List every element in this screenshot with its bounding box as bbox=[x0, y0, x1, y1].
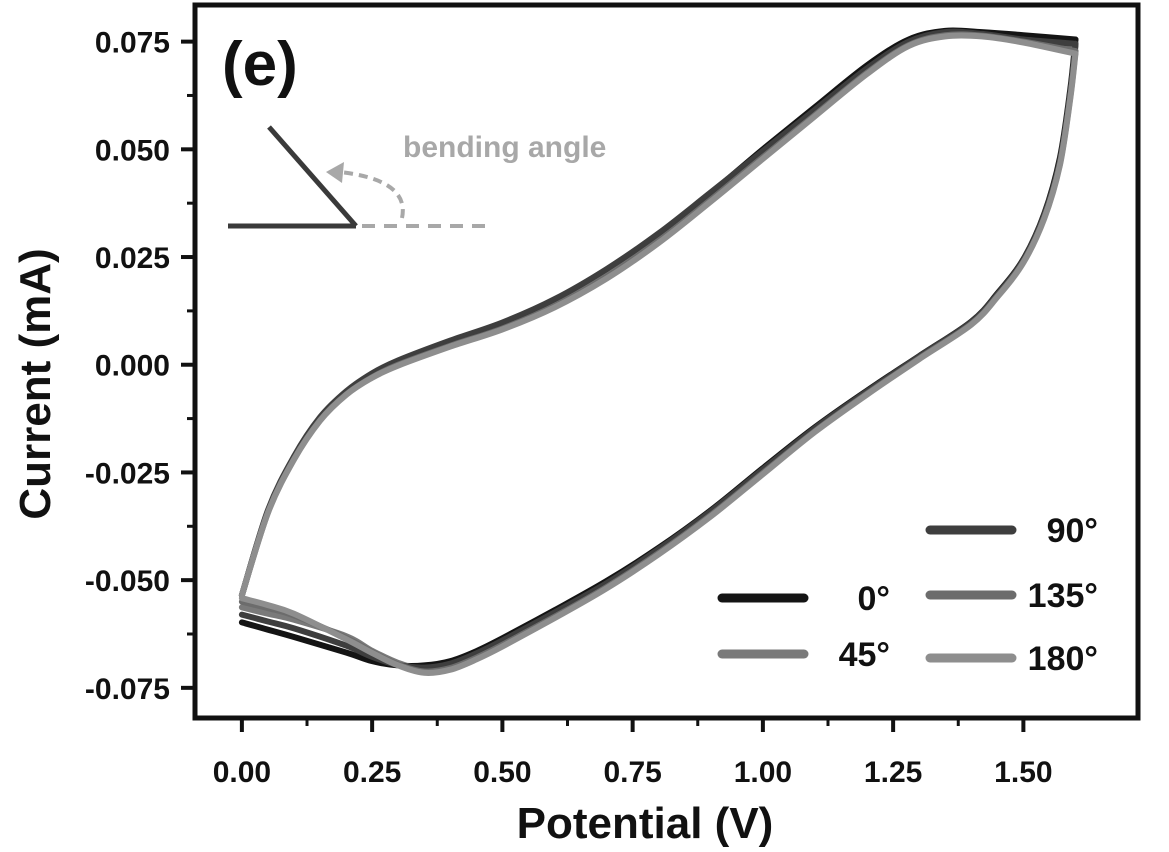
x-tick-label: 1.25 bbox=[864, 756, 922, 789]
legend-label-180: 180° bbox=[1028, 640, 1098, 678]
y-tick-label: 0.025 bbox=[95, 242, 170, 275]
legend-label-135: 135° bbox=[1028, 577, 1098, 615]
x-tick-label: 0.50 bbox=[473, 756, 531, 789]
x-tick-label: 0.00 bbox=[213, 756, 271, 789]
y-axis-title: Current (mA) bbox=[11, 248, 60, 519]
series-line-90-reverse bbox=[238, 40, 1079, 671]
y-tick-label: -0.050 bbox=[85, 565, 170, 598]
series-line-45-reverse bbox=[238, 42, 1079, 673]
series-line-135-forward bbox=[238, 31, 1079, 599]
bending-angle-label: bending angle bbox=[403, 131, 606, 164]
x-axis-title: Potential (V) bbox=[517, 799, 774, 848]
legend-label-0: 0° bbox=[857, 580, 890, 618]
legend: 0° 45° 90° 135° 180° bbox=[717, 512, 1098, 678]
y-tick-label: -0.075 bbox=[85, 673, 170, 706]
bend-arm-line bbox=[267, 125, 358, 228]
x-tick-label: 1.00 bbox=[734, 756, 792, 789]
y-tick-label: 0.075 bbox=[95, 27, 170, 60]
x-tick-label: 1.50 bbox=[994, 756, 1052, 789]
plot-frame bbox=[192, 2, 1141, 721]
series-line-0-reverse bbox=[238, 36, 1079, 669]
series-line-0-forward bbox=[238, 27, 1079, 599]
legend-label-45: 45° bbox=[839, 636, 890, 674]
curves-layer bbox=[238, 27, 1079, 676]
ticks-layer bbox=[181, 39, 1026, 732]
series-line-180-forward bbox=[238, 32, 1079, 599]
x-tick-label: 0.25 bbox=[343, 756, 401, 789]
series-line-45-forward bbox=[238, 30, 1079, 599]
x-tick-label: 0.75 bbox=[603, 756, 661, 789]
tick-labels-layer: 0.00 0.25 0.50 0.75 1.00 1.25 1.50 0.075 0.050 0.… bbox=[85, 27, 1053, 789]
legend-label-90: 90° bbox=[1047, 512, 1098, 550]
panel-label: (e) bbox=[222, 30, 298, 99]
series-line-90-forward bbox=[238, 28, 1079, 599]
series-line-180-reverse bbox=[238, 50, 1079, 676]
series-line-135-reverse bbox=[238, 48, 1079, 675]
bending-angle-annotation: bending angle bbox=[228, 125, 606, 229]
arrowhead-icon bbox=[326, 162, 344, 183]
y-tick-label: -0.025 bbox=[85, 457, 170, 490]
bend-arc-arrow bbox=[339, 170, 405, 219]
y-tick-label: 0.050 bbox=[95, 134, 170, 167]
y-tick-label: 0.000 bbox=[95, 350, 170, 383]
